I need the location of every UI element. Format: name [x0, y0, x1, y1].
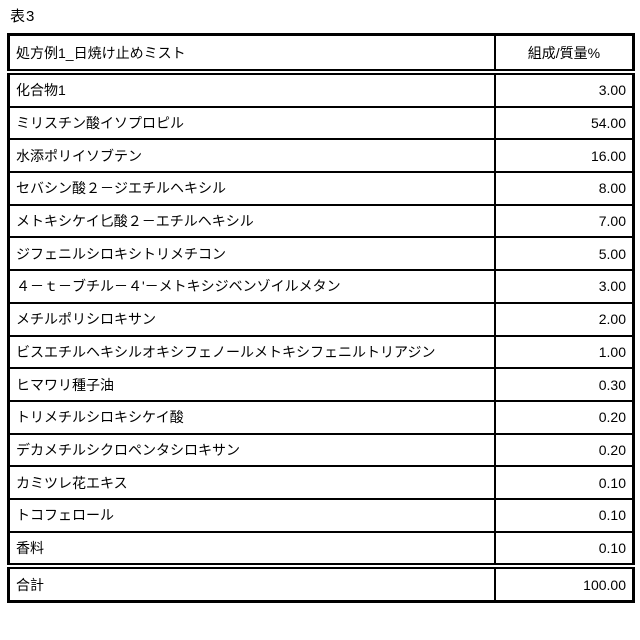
table-row: セバシン酸２－ジエチルヘキシル 8.00 [7, 171, 635, 206]
ingredient-name: メトキシケイ匕酸２－エチルヘキシル [7, 203, 496, 239]
ingredient-value: 1.00 [493, 334, 635, 370]
table-row: 香料 0.10 [7, 530, 635, 568]
table-caption: 表3 [10, 8, 36, 25]
ingredient-name: ジフェニルシロキシトリメチコン [7, 236, 496, 272]
table-row: トコフェロール 0.10 [7, 497, 635, 533]
table-total-row: 合計 100.00 [7, 563, 635, 603]
ingredient-value: 5.00 [493, 236, 635, 272]
ingredient-value: 0.20 [493, 432, 635, 468]
ingredient-name: ミリスチン酸イソプロピル [7, 105, 496, 141]
table-row: ミリスチン酸イソプロピル 54.00 [7, 105, 635, 141]
total-label: 合計 [7, 563, 496, 603]
table-row: ４－ｔ－ブチル－４'－メトキシジベンゾイルメタン 3.00 [7, 269, 635, 304]
ingredient-value: 0.20 [493, 399, 635, 435]
ingredient-value: 0.10 [493, 497, 635, 533]
ingredient-name: メチルポリシロキサン [7, 301, 496, 337]
table-header-row: 処方例1_日焼け止めミスト 組成/質量% [7, 33, 635, 75]
table-row: 水添ポリイソブテン 16.00 [7, 138, 635, 174]
ingredient-name: トリメチルシロキシケイ酸 [7, 399, 496, 435]
ingredient-value: 2.00 [493, 301, 635, 337]
table-row: ジフェニルシロキシトリメチコン 5.00 [7, 236, 635, 272]
ingredient-value: 16.00 [493, 138, 635, 174]
table-row: 化合物1 3.00 [7, 71, 635, 108]
total-value: 100.00 [493, 563, 635, 603]
ingredient-name: ヒマワリ種子油 [7, 367, 496, 402]
ingredient-value: 3.00 [493, 71, 635, 108]
table-row: メトキシケイ匕酸２－エチルヘキシル 7.00 [7, 203, 635, 239]
ingredient-name: ビスエチルヘキシルオキシフェノールメトキシフェニルトリアジン [7, 334, 496, 370]
ingredient-value: 0.10 [493, 465, 635, 500]
ingredient-name: デカメチルシクロペンタシロキサン [7, 432, 496, 468]
ingredient-value: 54.00 [493, 105, 635, 141]
ingredient-value: 0.30 [493, 367, 635, 402]
formulation-table: 処方例1_日焼け止めミスト 組成/質量% 化合物1 3.00 ミリスチン酸イソプ… [7, 33, 635, 603]
table-row: ビスエチルヘキシルオキシフェノールメトキシフェニルトリアジン 1.00 [7, 334, 635, 370]
ingredient-name: 水添ポリイソブテン [7, 138, 496, 174]
table-row: カミツレ花エキス 0.10 [7, 465, 635, 500]
ingredient-name: カミツレ花エキス [7, 465, 496, 500]
header-formulation-name: 処方例1_日焼け止めミスト [7, 33, 496, 75]
table-row: デカメチルシクロペンタシロキサン 0.20 [7, 432, 635, 468]
ingredient-value: 3.00 [493, 269, 635, 304]
table-row: ヒマワリ種子油 0.30 [7, 367, 635, 402]
ingredient-value: 8.00 [493, 171, 635, 206]
ingredient-name: 香料 [7, 530, 496, 568]
ingredient-value: 0.10 [493, 530, 635, 568]
ingredient-name: セバシン酸２－ジエチルヘキシル [7, 171, 496, 206]
ingredient-value: 7.00 [493, 203, 635, 239]
header-composition-label: 組成/質量% [493, 33, 635, 75]
table-row: メチルポリシロキサン 2.00 [7, 301, 635, 337]
ingredient-name: トコフェロール [7, 497, 496, 533]
table-row: トリメチルシロキシケイ酸 0.20 [7, 399, 635, 435]
ingredient-name: ４－ｔ－ブチル－４'－メトキシジベンゾイルメタン [7, 269, 496, 304]
ingredient-name: 化合物1 [7, 71, 496, 108]
